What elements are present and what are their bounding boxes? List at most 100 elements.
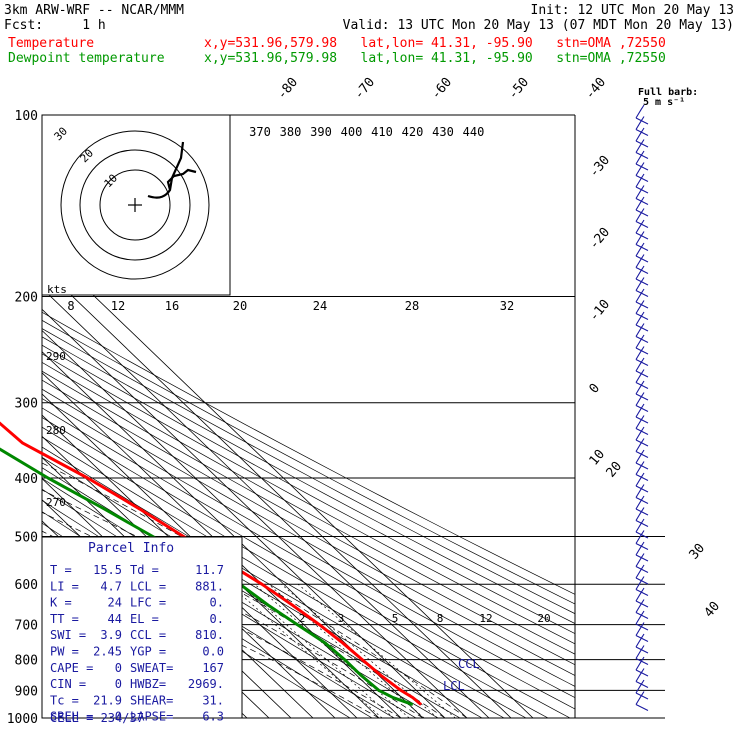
parcel-info-value: SHEAR= <box>130 693 173 707</box>
wind-barb <box>635 150 649 171</box>
wind-barb <box>635 104 649 125</box>
hodo-axis-label: 28 <box>405 299 419 313</box>
wind-barb <box>635 449 649 470</box>
parcel-info-value: SREH = <box>50 710 93 724</box>
location-info-temperature: x,y=531.96,579.98 lat,lon= 41.31, -95.90… <box>204 36 666 51</box>
isotherm-line <box>42 287 490 718</box>
parcel-info-value: CIN = <box>50 677 86 691</box>
dry-adiabat <box>42 344 575 634</box>
pressure-label: 700 <box>15 619 38 634</box>
wind-barb <box>635 323 649 343</box>
dry-adiabat <box>42 388 575 687</box>
pressure-label: 300 <box>15 397 38 412</box>
parcel-info-value: 0 <box>115 677 122 691</box>
wind-barb <box>635 576 649 596</box>
wind-barb <box>635 656 649 677</box>
parcel-info-value: 4.7 <box>100 579 122 593</box>
barb-units: 5 m s⁻¹ <box>643 97 685 108</box>
parcel-info-value: 0 <box>115 661 122 675</box>
parcel-info-value: 0. <box>210 612 224 626</box>
wind-barb <box>635 139 649 159</box>
wind-barb <box>635 541 649 562</box>
theta-side-label: 290 <box>46 350 66 363</box>
wind-barb <box>635 426 649 447</box>
parcel-info-value: 810. <box>195 628 224 642</box>
theta-side-label: 280 <box>46 424 66 437</box>
wind-barb <box>635 346 649 366</box>
init-time: Init: 12 UTC Mon 20 May 13 <box>530 3 735 18</box>
isotherm-label: -80 <box>275 75 302 103</box>
hodo-axis-label: 12 <box>111 299 125 313</box>
wind-barb <box>635 472 649 493</box>
theta-top-label: 390 <box>310 125 332 139</box>
parcel-info-value: T = <box>50 563 72 577</box>
wind-barb <box>635 265 649 286</box>
parcel-info-value: 0 <box>115 710 122 724</box>
isotherm-line <box>42 329 446 718</box>
wind-barb <box>635 288 649 309</box>
isotherm-line <box>42 414 358 718</box>
parcel-info-box: Parcel Info CELL = 234/37 T = 15.5 Td = 11.… <box>41 536 243 725</box>
wind-barb <box>635 311 649 332</box>
dry-adiabat <box>42 436 527 718</box>
forecast-hour: Fcst: 1 h <box>4 18 106 33</box>
wind-barb <box>635 208 649 228</box>
hodo-axis-label: 24 <box>313 299 327 313</box>
wind-barb <box>635 162 649 182</box>
parcel-info-value: EL = <box>130 612 159 626</box>
parcel-info-value: 0. <box>210 596 224 610</box>
isotherm-label: 10 <box>587 447 609 469</box>
barb-title: Full barb: <box>638 87 698 98</box>
wind-barb <box>635 587 649 608</box>
pressure-label: 200 <box>15 291 38 306</box>
mixing-ratio-label: 3 <box>338 612 345 625</box>
wind-barb <box>635 553 649 573</box>
wind-barb <box>635 530 649 550</box>
lcl-marker: LCL <box>443 679 465 693</box>
isotherm-label: -40 <box>583 75 610 103</box>
parcel-info-value: LAPSE= <box>130 710 173 724</box>
location-info-dewpoint: x,y=531.96,579.98 lat,lon= 41.31, -95.90… <box>204 51 666 66</box>
isotherm-label: -30 <box>587 153 614 181</box>
wind-barb <box>635 173 649 194</box>
wind-barb <box>635 219 649 240</box>
isotherm-label: -20 <box>587 225 614 253</box>
hodo-units-label: kts <box>47 283 67 296</box>
parcel-info-value: PW = <box>50 645 79 659</box>
model-title: 3km ARW-WRF -- NCAR/MMM <box>4 3 185 18</box>
wind-barb <box>635 403 649 424</box>
mixing-ratio-line <box>297 583 456 718</box>
wind-barb <box>635 610 649 631</box>
dry-adiabat <box>42 417 571 718</box>
parcel-info-value: 21.9 <box>93 693 122 707</box>
isotherm-label: 40 <box>702 599 724 621</box>
dry-adiabat <box>42 328 575 615</box>
wind-barb <box>635 277 649 297</box>
dry-adiabat <box>42 370 575 666</box>
isotherm-line <box>42 393 380 718</box>
parcel-info-value: SWEAT= <box>130 661 173 675</box>
pressure-label: 400 <box>15 472 38 487</box>
wind-barb <box>635 369 649 389</box>
hodo-axis-label: 32 <box>500 299 514 313</box>
parcel-info-value: YGP = <box>130 645 166 659</box>
wind-barb <box>635 633 649 654</box>
dry-adiabat <box>42 362 575 655</box>
wind-barb <box>635 507 649 527</box>
wind-barb <box>635 127 649 148</box>
parcel-info-value: Td = <box>130 563 159 577</box>
hodograph: 10 20 30 kts <box>41 114 231 296</box>
wind-barb <box>635 599 649 619</box>
valid-time: Valid: 13 UTC Mon 20 May 13 (07 MDT Mon … <box>342 18 734 33</box>
hodograph-trace <box>147 141 197 199</box>
isotherm-label: -70 <box>352 75 379 103</box>
hodo-axis-label: 20 <box>233 299 247 313</box>
wind-barb <box>635 185 649 205</box>
parcel-info-value: TT = <box>50 612 79 626</box>
theta-top-label: 410 <box>371 125 393 139</box>
wind-barb <box>635 461 649 481</box>
theta-top-label: 420 <box>402 125 424 139</box>
wind-barb <box>635 196 649 217</box>
legend-temperature: Temperature <box>8 36 95 51</box>
